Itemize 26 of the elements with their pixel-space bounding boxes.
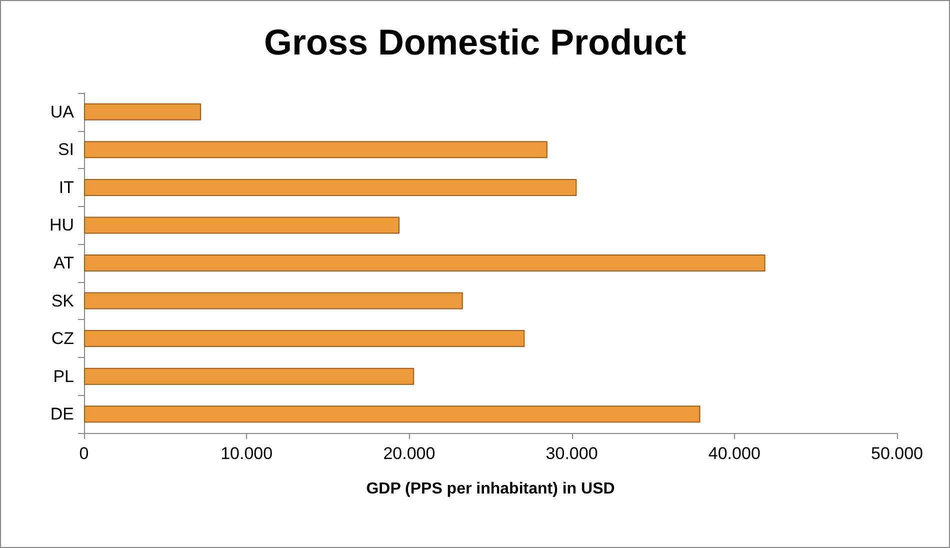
y-tick-label: CZ	[51, 329, 74, 348]
y-tick-label: SI	[58, 140, 74, 160]
x-tick-label: 40.000	[708, 444, 760, 463]
y-tick-label: DE	[50, 404, 74, 424]
y-tick-label: PL	[53, 366, 74, 386]
bar	[84, 216, 400, 234]
y-tick-label: UA	[50, 102, 75, 122]
bar	[84, 330, 525, 348]
bar	[84, 141, 548, 158]
y-tick-label: IT	[58, 178, 74, 197]
bar	[84, 103, 202, 120]
x-axis-title: GDP (PPS per inhabitant) in USD	[366, 480, 615, 498]
bar	[84, 368, 414, 385]
bar	[84, 254, 766, 272]
bar	[84, 406, 700, 423]
y-tick-label: AT	[54, 254, 74, 272]
x-tick-label: 50.000	[871, 444, 923, 463]
chart-title: Gross Domestic Product	[264, 22, 686, 62]
bar	[84, 292, 463, 310]
x-tick-label: 30.000	[546, 444, 598, 463]
y-tick-label: HU	[49, 216, 74, 235]
x-tick-label: 10.000	[220, 444, 273, 463]
x-tick-label: 20.000	[383, 444, 436, 463]
x-tick-label: 0	[79, 444, 89, 463]
bar	[84, 178, 577, 196]
y-tick-label: SK	[51, 291, 75, 310]
